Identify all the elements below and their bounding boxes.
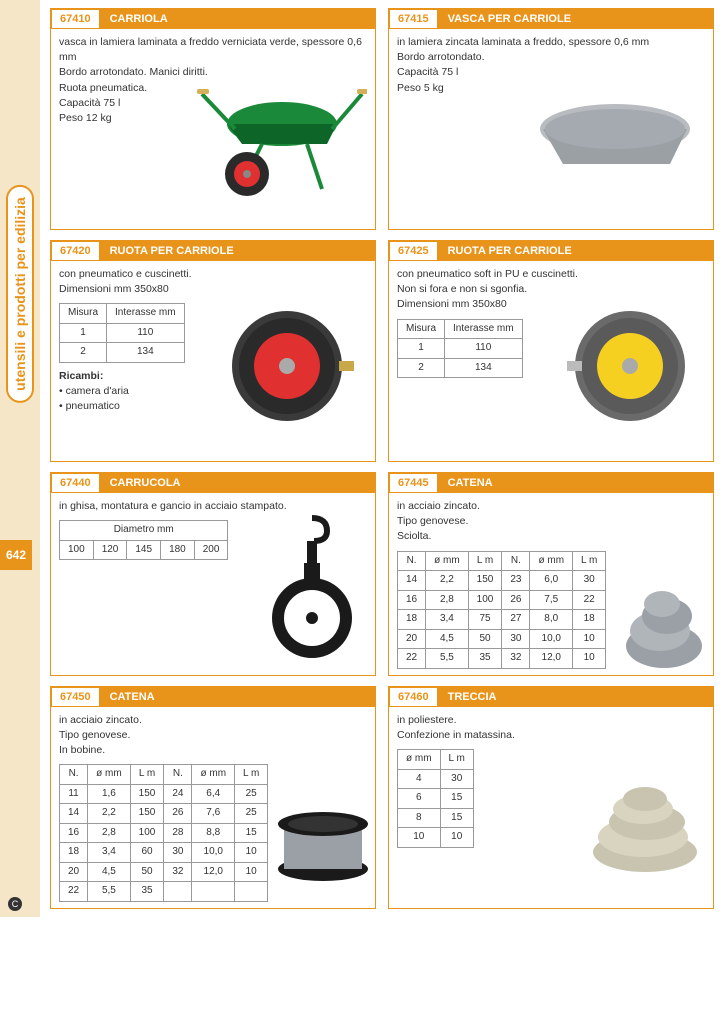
card-body: con pneumatico soft in PU e cuscinetti. …: [389, 261, 713, 461]
product-code: 67425: [389, 241, 438, 261]
card-header: 67420 RUOTA PER CARRIOLE: [51, 241, 375, 261]
card-header: 67425 RUOTA PER CARRIOLE: [389, 241, 713, 261]
product-title: RUOTA PER CARRIOLE: [438, 241, 582, 261]
card-header: 67445 CATENA: [389, 473, 713, 493]
description: in acciaio zincato. Tipo genovese. Sciol…: [397, 499, 705, 545]
card-header: 67410 CARRIOLA: [51, 9, 375, 29]
product-title: TRECCIA: [438, 687, 507, 707]
product-title: CARRUCOLA: [100, 473, 191, 493]
product-card: 67445 CATENA in acciaio zincato. Tipo ge…: [388, 472, 714, 676]
chain-spool-image: [276, 767, 371, 917]
product-code: 67410: [51, 9, 100, 29]
product-card: 67460 TRECCIA in poliestere. Confezione …: [388, 686, 714, 909]
description: in ghisa, montatura e gancio in acciaio …: [59, 499, 367, 514]
spec-table: ø mmL m 430 615 815 1010: [397, 749, 474, 848]
product-code: 67440: [51, 473, 100, 493]
wheel-yellow-image: [555, 291, 705, 441]
card-header: 67440 CARRUCOLA: [51, 473, 375, 493]
card-body: in poliestere. Confezione in matassina. …: [389, 707, 713, 877]
spec-table: MisuraInterasse mm 1110 2134: [59, 303, 185, 363]
description: in acciaio zincato. Tipo genovese. In bo…: [59, 713, 367, 759]
product-title: RUOTA PER CARRIOLE: [100, 241, 244, 261]
wheelbarrow-image: [187, 59, 367, 209]
spec-table: MisuraInterasse mm 1110 2134: [397, 319, 523, 379]
description: in poliestere. Confezione in matassina.: [397, 713, 705, 743]
product-grid: 67410 CARRIOLA vasca in lamiera laminata…: [40, 0, 724, 917]
card-header: 67415 VASCA PER CARRIOLE: [389, 9, 713, 29]
product-code: 67420: [51, 241, 100, 261]
product-card: 67420 RUOTA PER CARRIOLE con pneumatico …: [50, 240, 376, 462]
card-body: in lamiera zincata laminata a freddo, sp…: [389, 29, 713, 229]
product-title: CARRIOLA: [100, 9, 178, 29]
rope-image: [585, 747, 705, 897]
sidebar: utensili e prodotti per edilizia 642 C: [0, 0, 40, 917]
chain-pile-image: [619, 548, 709, 698]
card-body: con pneumatico e cuscinetti. Dimensioni …: [51, 261, 375, 461]
product-title: CATENA: [100, 687, 165, 707]
product-code: 67450: [51, 687, 100, 707]
pulley-image: [257, 513, 367, 663]
card-body: in ghisa, montatura e gancio in acciaio …: [51, 493, 375, 663]
product-code: 67460: [389, 687, 438, 707]
product-card: 67425 RUOTA PER CARRIOLE con pneumatico …: [388, 240, 714, 462]
tray-image: [525, 59, 705, 209]
product-card: 67440 CARRUCOLA in ghisa, montatura e ga…: [50, 472, 376, 676]
product-card: 67450 CATENA in acciaio zincato. Tipo ge…: [50, 686, 376, 909]
wheel-red-image: [217, 291, 367, 441]
product-title: CATENA: [438, 473, 503, 493]
product-title: VASCA PER CARRIOLE: [438, 9, 581, 29]
page-number: 642: [0, 540, 32, 570]
card-body: in acciaio zincato. Tipo genovese. Sciol…: [389, 493, 713, 675]
product-card: 67410 CARRIOLA vasca in lamiera laminata…: [50, 8, 376, 230]
spec-table: Diametro mm 100120145180200: [59, 520, 228, 560]
card-header: 67450 CATENA: [51, 687, 375, 707]
footer-logo-icon: C: [8, 897, 22, 911]
card-body: in acciaio zincato. Tipo genovese. In bo…: [51, 707, 375, 908]
spec-table: N.ø mmL mN.ø mmL m 142,2150236,030 162,8…: [397, 551, 606, 669]
product-code: 67445: [389, 473, 438, 493]
product-code: 67415: [389, 9, 438, 29]
spec-table: N.ø mmL mN.ø mmL m 111,6150246,425 142,2…: [59, 764, 268, 902]
card-body: vasca in lamiera laminata a freddo verni…: [51, 29, 375, 229]
category-label: utensili e prodotti per edilizia: [6, 185, 34, 403]
product-card: 67415 VASCA PER CARRIOLE in lamiera zinc…: [388, 8, 714, 230]
